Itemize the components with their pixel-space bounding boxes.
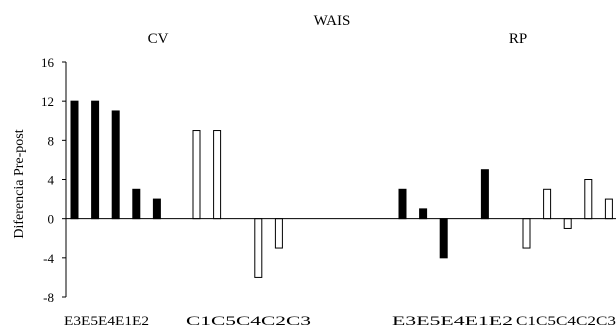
x-tick-labels-cv-experimental: E3E5E4E1E2 xyxy=(64,314,149,328)
bar-rp-e2 xyxy=(480,169,489,220)
bar-cv-e5 xyxy=(91,100,100,220)
bar-cv-e1 xyxy=(132,188,141,220)
bar-cv-c2 xyxy=(254,218,263,278)
bar-rp-c1 xyxy=(522,218,531,249)
y-tick-label: -4 xyxy=(43,251,54,266)
x-tick-labels-rp-experimental: E3E5E4E1E2 xyxy=(392,314,513,328)
bar-rp-c3 xyxy=(604,198,613,220)
x-tick-labels-rp-control: C1C5C4C2C3 xyxy=(516,314,616,328)
x-tick-labels: E3E5E4E1E2 C1C5C4C2C3 E3E5E4E1E2 C1C5C4C2C3 xyxy=(64,314,616,328)
bar-cv-c5 xyxy=(213,130,222,220)
bar-rp-e5 xyxy=(419,208,428,220)
y-tick-label: 4 xyxy=(48,173,55,188)
y-tick-label: -8 xyxy=(43,290,54,305)
bar-cv-e2 xyxy=(152,198,161,220)
bar-rp-e4 xyxy=(439,218,448,259)
y-axis-label: Diferencia Pre-post xyxy=(12,129,27,238)
y-tick-label: 16 xyxy=(41,55,55,70)
bar-rp-e3 xyxy=(398,188,407,220)
y-tick-label: 12 xyxy=(41,94,54,109)
chart-title: WAIS xyxy=(314,13,351,29)
bar-cv-e3 xyxy=(70,100,79,220)
panel-label-cv: CV xyxy=(148,31,169,47)
bar-cv-c3 xyxy=(274,218,283,249)
y-tick-label: 0 xyxy=(48,212,55,227)
y-axis: 16 12 8 4 0 -4 -8 xyxy=(41,55,67,305)
bar-rp-c4 xyxy=(563,218,572,229)
bar-cv-e4 xyxy=(111,110,120,220)
bar-rp-c5 xyxy=(543,188,552,220)
y-tick-label: 8 xyxy=(48,133,55,148)
x-tick-labels-cv-control: C1C5C4C2C3 xyxy=(186,314,311,328)
bars xyxy=(70,100,613,278)
bar-cv-c1 xyxy=(192,130,201,220)
bar-rp-c2 xyxy=(584,179,593,220)
panel-label-rp: RP xyxy=(509,31,527,47)
